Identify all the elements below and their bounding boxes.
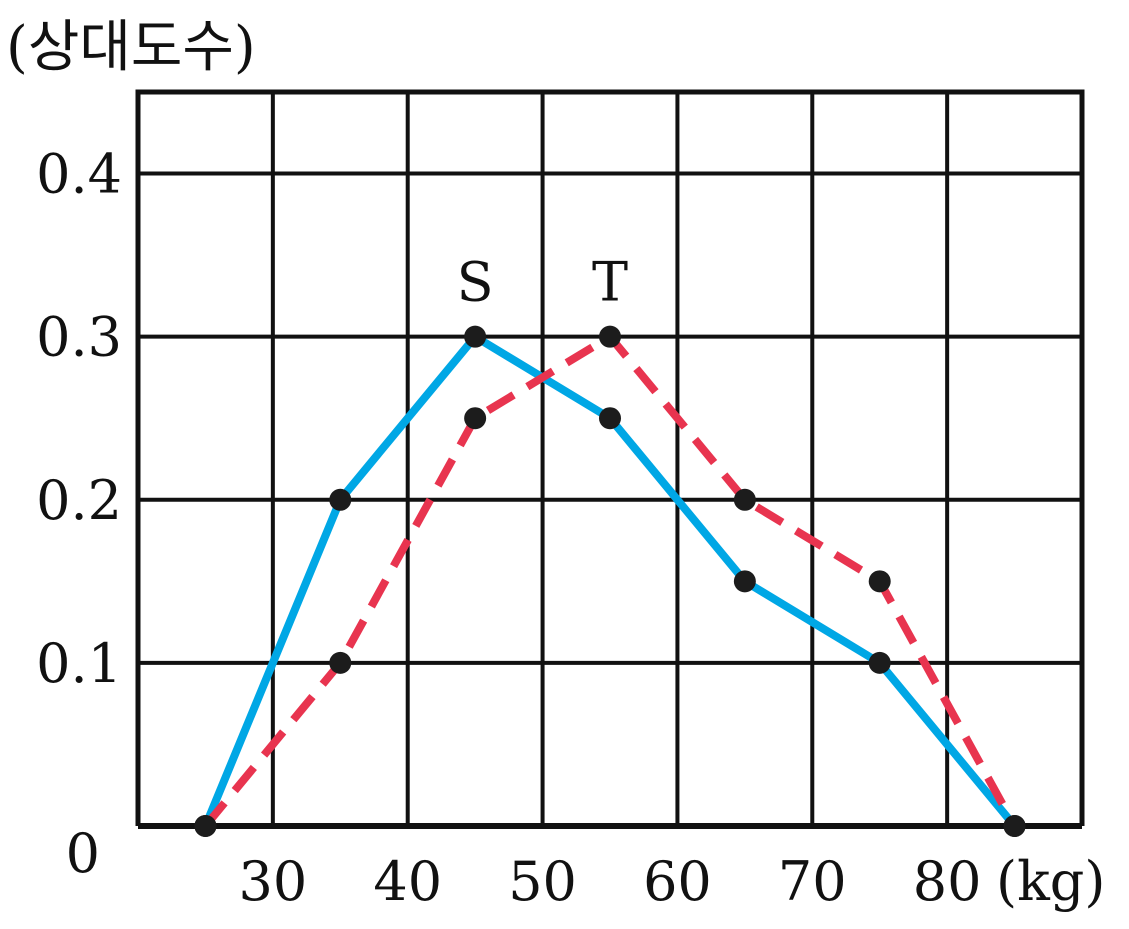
grid: [135, 89, 1085, 829]
data-point-T: [868, 570, 891, 593]
x-tick-label: 40: [373, 850, 442, 913]
data-point-T: [733, 488, 756, 511]
y-tick-label: 0.2: [36, 469, 122, 532]
y-tick-label: 0.1: [36, 632, 122, 695]
data-point-S: [329, 488, 352, 511]
series-label-T: T: [592, 251, 628, 314]
data-point-T: [1003, 815, 1026, 837]
x-tick-label: 80: [913, 850, 982, 913]
y-axis-label: (상대도수): [6, 15, 256, 80]
x-tick-label: 70: [778, 850, 847, 913]
data-point-S: [599, 407, 621, 430]
tick-labels: 30 40 50 60 70 80 0 0.1 0.2 0.3 0.4: [36, 143, 981, 913]
y-tick-label: 0: [66, 822, 100, 885]
x-axis-unit-label: (kg): [996, 850, 1105, 913]
y-tick-label: 0.4: [36, 143, 122, 206]
plot-frame: [135, 89, 1085, 826]
data-point-S: [868, 651, 891, 674]
series-label-S: S: [457, 251, 494, 314]
x-tick-label: 50: [508, 850, 577, 913]
x-tick-label: 60: [643, 850, 712, 913]
y-tick-label: 0.3: [36, 306, 122, 369]
x-tick-label: 30: [238, 850, 307, 913]
data-point-S: [464, 325, 487, 348]
data-point-T: [194, 815, 217, 837]
data-point-T: [599, 325, 621, 348]
data-point-S: [733, 570, 756, 593]
data-point-T: [329, 651, 352, 674]
data-point-T: [464, 407, 487, 430]
